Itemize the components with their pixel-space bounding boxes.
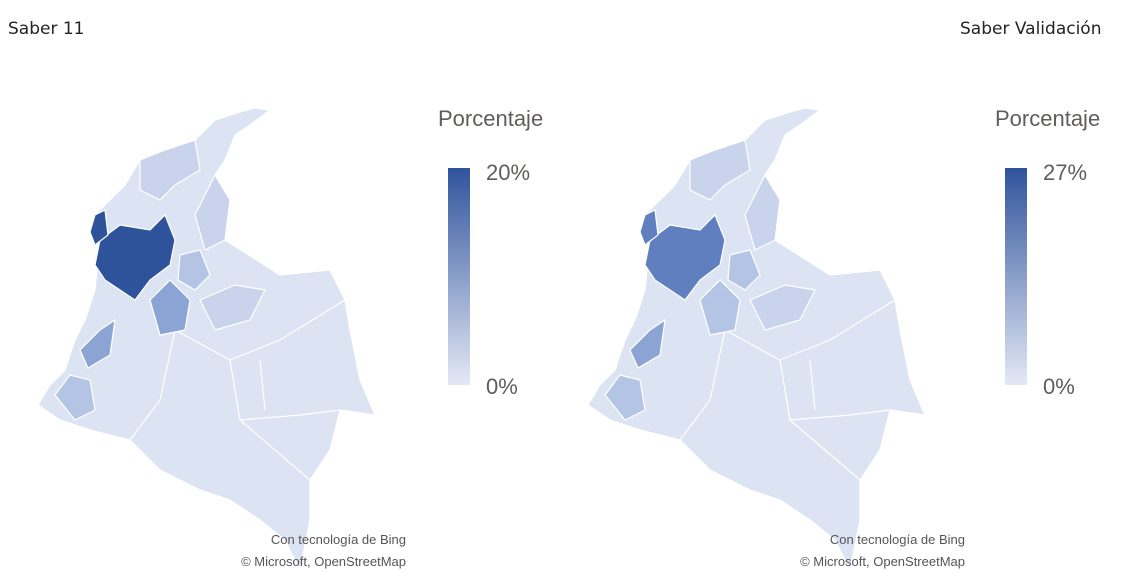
attribution: Con tecnología de Bing (830, 532, 965, 547)
legend-max: 20% (486, 160, 530, 185)
choropleth-map (587, 107, 926, 571)
panel-title: Saber Validación (960, 19, 1101, 39)
map-panel: Saber Validación Porcentaje 27% 0% Con t… (587, 19, 1101, 571)
attribution: Con tecnología de Bing (271, 532, 406, 547)
choropleth-map (37, 107, 376, 571)
attribution: © Microsoft, OpenStreetMap (800, 554, 965, 569)
legend-title: Porcentaje (995, 106, 1100, 131)
legend-title: Porcentaje (438, 106, 543, 131)
legend-gradient (1005, 168, 1027, 385)
attribution: © Microsoft, OpenStreetMap (241, 554, 406, 569)
legend-max: 27% (1043, 160, 1087, 185)
legend-min: 0% (1043, 374, 1075, 399)
legend-gradient (448, 168, 470, 385)
panel-title: Saber 11 (8, 19, 84, 39)
map-panel: Saber 11 Porcentaje 20% 0% Con tecnologí… (8, 19, 543, 571)
legend-min: 0% (486, 374, 518, 399)
